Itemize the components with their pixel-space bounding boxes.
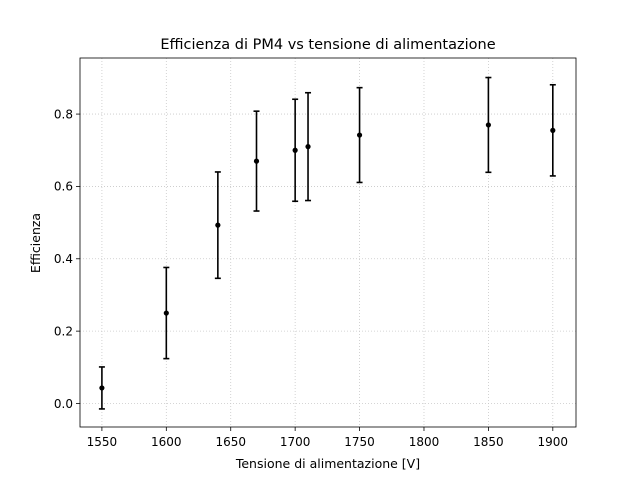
data-point xyxy=(99,385,105,391)
data-point xyxy=(163,310,169,316)
data-point xyxy=(215,222,221,228)
x-tick-label: 1850 xyxy=(473,435,504,449)
x-tick-label: 1750 xyxy=(344,435,375,449)
plot-frame xyxy=(79,57,577,428)
y-axis-ticks: 0.0 0.2 0.4 0.6 0.8 xyxy=(54,107,80,411)
data-point xyxy=(550,127,556,133)
x-tick-label: 1650 xyxy=(215,435,246,449)
y-tick-label: 0.2 xyxy=(54,324,73,338)
x-axis-label: Tensione di alimentazione [V] xyxy=(235,456,420,471)
y-tick-label: 0.4 xyxy=(54,252,73,266)
data-points xyxy=(99,122,556,391)
x-axis-ticks: 1550 1600 1650 1700 1750 1800 1850 1900 xyxy=(87,427,568,449)
y-tick-label: 0.8 xyxy=(54,107,73,121)
y-tick-label: 0.0 xyxy=(54,397,73,411)
x-tick-label: 1800 xyxy=(409,435,440,449)
data-point xyxy=(305,144,311,150)
plot-area xyxy=(80,58,576,427)
x-tick-label: 1900 xyxy=(538,435,569,449)
y-axis-label: Efficienza xyxy=(28,213,43,273)
y-tick-label: 0.6 xyxy=(54,180,73,194)
chart-title: Efficienza di PM4 vs tensione di aliment… xyxy=(160,37,495,53)
x-tick-label: 1700 xyxy=(280,435,311,449)
x-tick-label: 1550 xyxy=(87,435,118,449)
x-tick-label: 1600 xyxy=(151,435,182,449)
data-point xyxy=(356,132,363,138)
data-point xyxy=(485,122,491,128)
data-point xyxy=(292,147,298,153)
data-point xyxy=(253,158,260,164)
